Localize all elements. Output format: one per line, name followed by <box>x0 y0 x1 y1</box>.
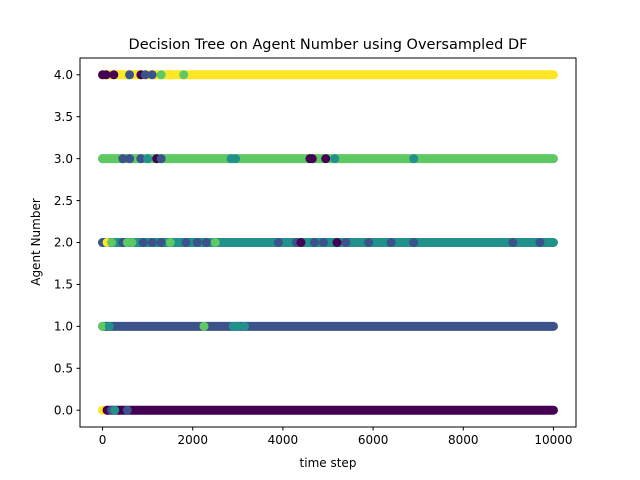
data-point <box>318 238 328 247</box>
x-tick-label: 8000 <box>448 433 479 447</box>
data-point <box>192 238 202 247</box>
data-point <box>104 321 114 331</box>
data-point <box>147 238 157 247</box>
y-tick-label: 0.5 <box>54 361 73 375</box>
data-point <box>98 154 108 164</box>
data-point <box>101 70 111 80</box>
chart-title: Decision Tree on Agent Number using Over… <box>129 37 528 53</box>
data-point <box>143 154 153 164</box>
data-point <box>138 238 148 247</box>
data-point <box>118 154 128 164</box>
data-point <box>136 154 146 164</box>
x-axis-label: time step <box>300 456 357 470</box>
data-point <box>107 238 117 247</box>
data-point <box>508 238 518 247</box>
data-point <box>233 321 243 331</box>
data-point <box>140 70 150 80</box>
data-point <box>273 238 283 247</box>
data-point <box>199 321 209 331</box>
data-point <box>147 70 157 80</box>
y-axis-ticks: 0.0 0.5 1.0 1.5 2.0 2.5 3.0 3.5 4.0 <box>54 68 80 417</box>
data-point <box>127 238 137 247</box>
data-point <box>535 238 545 247</box>
data-point <box>296 238 306 247</box>
x-tick-label: 0 <box>99 433 107 447</box>
data-point <box>386 238 396 247</box>
data-point <box>231 154 241 164</box>
y-tick-label: 1.0 <box>54 320 73 334</box>
data-point <box>181 238 191 247</box>
data-point <box>332 238 342 247</box>
data-point <box>110 405 120 415</box>
data-point <box>409 154 419 164</box>
data-point <box>156 70 166 80</box>
data-point <box>409 238 419 247</box>
data-point <box>109 70 119 80</box>
x-axis-ticks: 0 2000 4000 6000 8000 10000 <box>99 427 573 447</box>
axes-frame <box>79 57 577 428</box>
plot-area <box>98 70 558 415</box>
x-tick-label: 10000 <box>534 433 572 447</box>
data-point <box>321 154 331 164</box>
data-point <box>156 238 166 247</box>
data-point <box>165 238 175 247</box>
y-tick-label: 4.0 <box>54 68 73 82</box>
data-point <box>125 70 135 80</box>
data-point <box>330 154 340 164</box>
data-point <box>364 238 374 247</box>
y-tick-label: 1.5 <box>54 278 73 292</box>
data-point <box>240 321 250 331</box>
data-point <box>341 238 351 247</box>
data-point <box>122 405 132 415</box>
y-tick-label: 2.0 <box>54 236 73 250</box>
data-point <box>307 154 317 164</box>
y-tick-label: 3.0 <box>54 152 73 166</box>
y-tick-label: 3.5 <box>54 110 73 124</box>
x-tick-label: 4000 <box>268 433 299 447</box>
data-point <box>98 321 108 331</box>
data-point <box>179 70 189 80</box>
x-tick-label: 2000 <box>177 433 208 447</box>
y-tick-label: 2.5 <box>54 194 73 208</box>
data-point <box>125 154 135 164</box>
y-tick-label: 0.0 <box>54 403 73 417</box>
data-point <box>201 238 211 247</box>
data-point <box>210 238 220 247</box>
data-point <box>309 238 319 247</box>
data-point <box>156 154 166 164</box>
x-tick-label: 6000 <box>358 433 389 447</box>
y-axis-label: Agent Number <box>29 198 43 286</box>
